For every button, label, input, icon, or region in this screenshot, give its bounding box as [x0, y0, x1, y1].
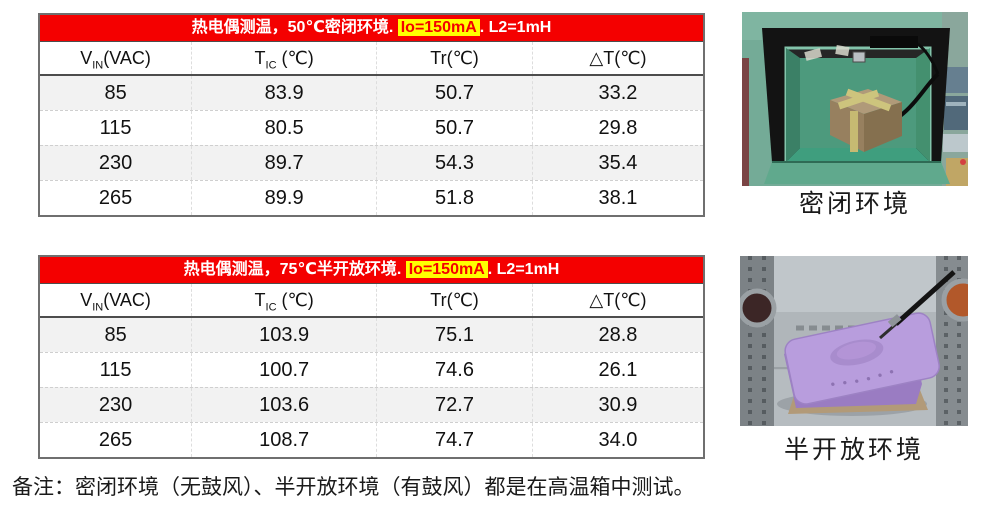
- cell: 83.9: [191, 76, 376, 110]
- cell: 100.7: [191, 353, 376, 387]
- table-row: 85 103.9 75.1 28.8: [40, 318, 703, 352]
- cell: 30.9: [531, 388, 703, 422]
- table-closed-environment: 热电偶测温，50℃密闭环境. Io=150mA. L2=1mH VIN(VAC)…: [38, 13, 705, 217]
- cell: 34.0: [531, 423, 703, 457]
- table1-title-highlight: Io=150mA: [397, 19, 480, 36]
- table2-col-tr: Tr(℃): [376, 284, 532, 316]
- table2-title-pre: 热电偶测温，75℃半开放环境.: [183, 261, 406, 278]
- semi-open-environment-photo: [740, 256, 968, 426]
- cell: 115: [99, 117, 132, 139]
- cell: 38.1: [531, 181, 703, 215]
- table-row: 115 80.5 50.7 29.8: [40, 110, 703, 145]
- cell: 50.7: [376, 76, 532, 110]
- cell: 108.7: [191, 423, 376, 457]
- table1-col-tic: TIC (℃): [191, 42, 376, 74]
- closed-environment-photo: [742, 12, 968, 186]
- table-row: 265 89.9 51.8 38.1: [40, 180, 703, 215]
- semi-open-environment-caption: 半开放环境: [783, 436, 924, 464]
- table-row: 230 103.6 72.7 30.9: [40, 387, 703, 422]
- cell: 103.6: [191, 388, 376, 422]
- cell: 28.8: [531, 318, 703, 352]
- table-row: 230 89.7 54.3 35.4: [40, 145, 703, 180]
- table2-col-dt: △T(℃): [531, 284, 703, 316]
- table1-col-dt: △T(℃): [531, 42, 703, 74]
- cell: 85: [104, 82, 127, 104]
- cell: 103.9: [191, 318, 376, 352]
- table1-col-tr: Tr(℃): [376, 42, 532, 74]
- cell: 265: [98, 187, 133, 209]
- cell: 35.4: [531, 146, 703, 180]
- table-semi-open-environment: 热电偶测温，75℃半开放环境. Io=150mA. L2=1mH VIN(VAC…: [38, 255, 705, 459]
- table-row: 85 83.9 50.7 33.2: [40, 76, 703, 110]
- cell: 80.5: [191, 111, 376, 145]
- table2-title-bar: 热电偶测温，75℃半开放环境. Io=150mA. L2=1mH: [40, 257, 703, 284]
- table-row: 265 108.7 74.7 34.0: [40, 422, 703, 457]
- cell: 89.9: [191, 181, 376, 215]
- cell: 29.8: [531, 111, 703, 145]
- cell: 115: [99, 359, 132, 381]
- cell: 74.6: [376, 353, 532, 387]
- cell: 265: [98, 429, 133, 451]
- closed-environment-caption: 密闭环境: [798, 190, 911, 218]
- table-row: 115 100.7 74.6 26.1: [40, 352, 703, 387]
- table1-col-vin: VIN(VAC): [80, 48, 151, 72]
- footnote: 备注：密闭环境（无鼓风）、半开放环境（有鼓风）都是在高温箱中测试。: [12, 476, 695, 499]
- cell: 89.7: [191, 146, 376, 180]
- cell: 51.8: [376, 181, 532, 215]
- table2-col-tic: TIC (℃): [191, 284, 376, 316]
- cell: 230: [98, 152, 133, 174]
- cell: 54.3: [376, 146, 532, 180]
- table2-title-post: . L2=1mH: [487, 261, 560, 278]
- table1-title-bar: 热电偶测温，50℃密闭环境. Io=150mA. L2=1mH: [40, 15, 703, 42]
- table1-header-row: VIN(VAC) TIC (℃) Tr(℃) △T(℃): [40, 42, 703, 76]
- table2-col-vin: VIN(VAC): [80, 290, 151, 314]
- cell: 33.2: [531, 76, 703, 110]
- table2-title-highlight: Io=150mA: [405, 261, 488, 278]
- cell: 74.7: [376, 423, 532, 457]
- cell: 75.1: [376, 318, 532, 352]
- cell: 230: [98, 394, 133, 416]
- cell: 85: [104, 324, 127, 346]
- cell: 26.1: [531, 353, 703, 387]
- table1-title-post: . L2=1mH: [479, 19, 552, 36]
- table1-title-pre: 热电偶测温，50℃密闭环境.: [191, 19, 398, 36]
- table2-header-row: VIN(VAC) TIC (℃) Tr(℃) △T(℃): [40, 284, 703, 318]
- cell: 72.7: [376, 388, 532, 422]
- cell: 50.7: [376, 111, 532, 145]
